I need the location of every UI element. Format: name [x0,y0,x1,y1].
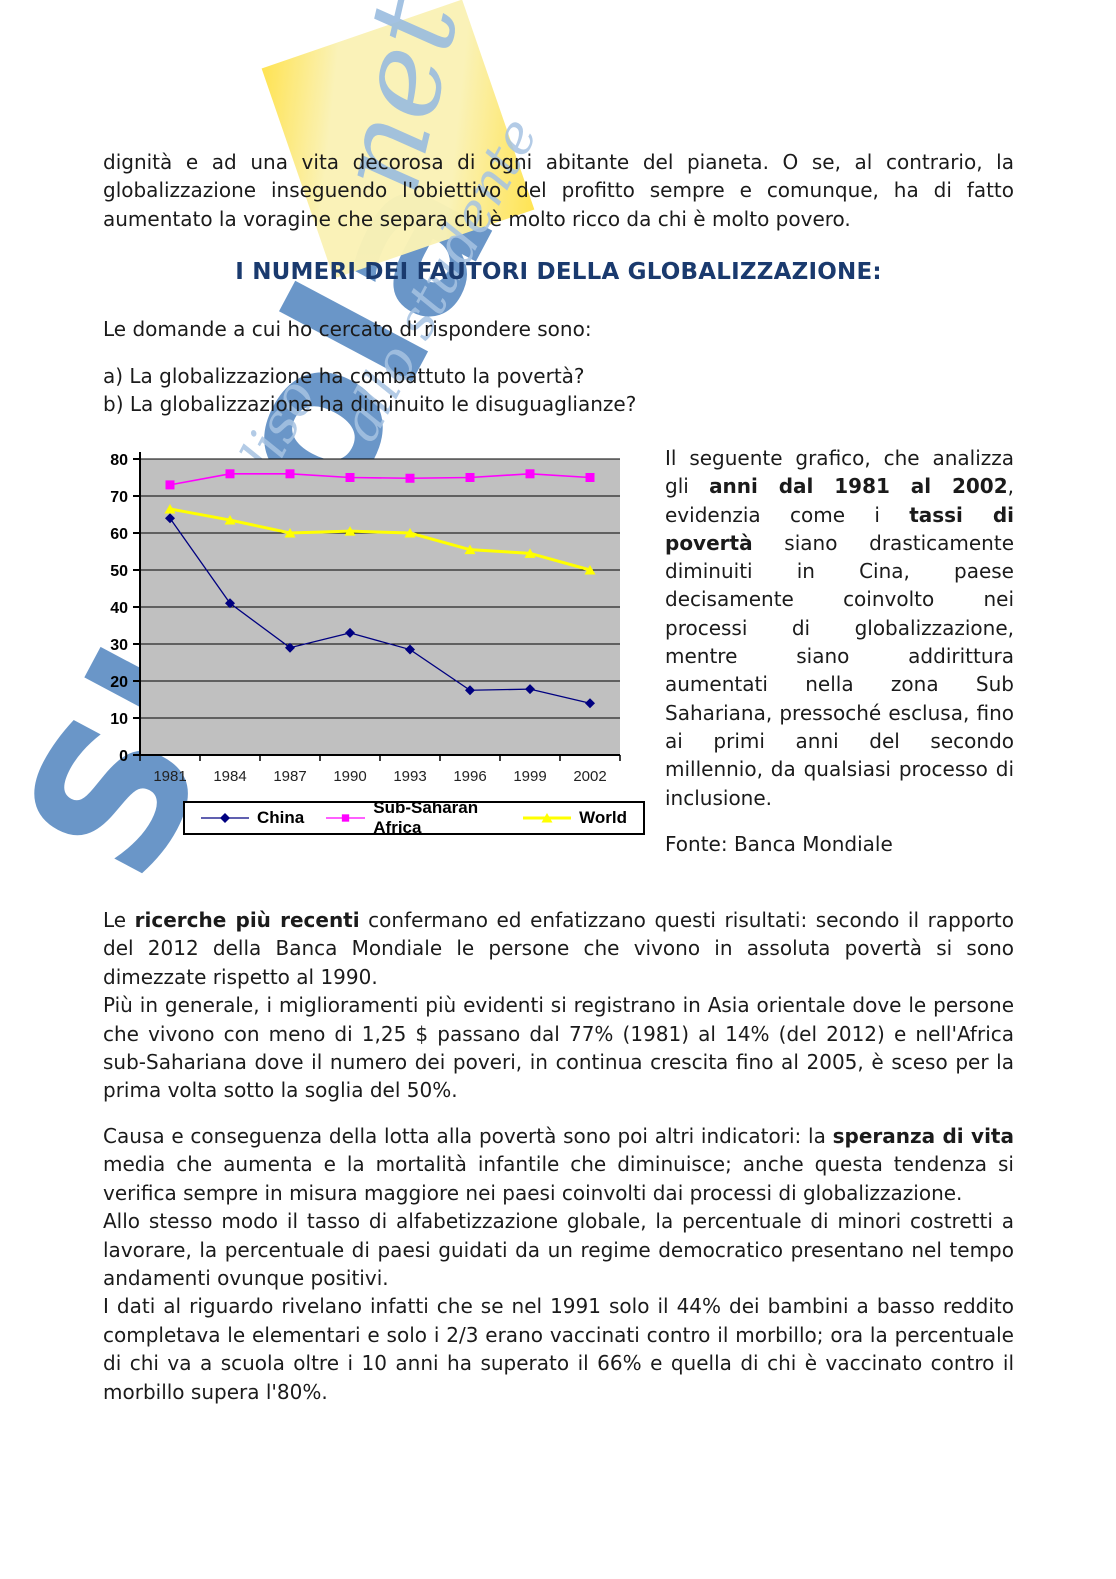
legend-item: China [201,808,304,828]
svg-text:80: 80 [110,452,128,469]
poverty-line-chart: 0 10 20 30 40 50 60 70 80 1981 1984 1987 1990 1993 199… [100,443,645,840]
svg-text:1990: 1990 [333,768,366,785]
paragraph-research: Le ricerche più recenti confermano ed en… [103,908,1015,1103]
svg-text:60: 60 [110,526,128,543]
svg-text:1981: 1981 [153,768,186,785]
legend-label: World [579,808,627,827]
legend-label: Sub-Saharan Africa [373,798,479,837]
svg-text:0: 0 [119,748,128,765]
chart-source: Fonte: Banca Mondiale [665,831,893,856]
chart-commentary: Il seguente grafico, che analizza gli an… [665,446,1014,810]
svg-text:2002: 2002 [573,768,606,785]
svg-text:10: 10 [110,711,128,728]
chart-side-column: Il seguente grafico, che analizza gli an… [665,444,1014,858]
svg-text:50: 50 [110,563,128,580]
questions-intro: Le domande a cui ho cercato di risponder… [103,317,592,341]
questions-list: a) La globalizzazione ha combattuto la p… [103,362,1014,419]
legend-item: Sub-Saharan Africa [326,798,501,838]
svg-text:20: 20 [110,674,128,691]
svg-text:70: 70 [110,489,128,506]
svg-text:1993: 1993 [393,768,426,785]
svg-text:1984: 1984 [213,768,246,785]
question-a: a) La globalizzazione ha combattuto la p… [103,364,585,388]
chart-plot-area: 0 10 20 30 40 50 60 70 80 1981 1984 1987 1990 1993 199… [100,443,645,795]
legend-item: World [523,808,627,828]
question-b: b) La globalizzazione ha diminuito le di… [103,392,637,417]
legend-label: China [257,808,305,827]
section-heading: I NUMERI DEI FAUTORI DELLA GLOBALIZZAZIO… [235,259,882,285]
paragraph-intro-poverty: dignità e ad una vita decorosa di ogni a… [103,150,1014,231]
svg-text:1999: 1999 [513,768,546,785]
svg-text:30: 30 [110,637,128,654]
svg-text:1996: 1996 [453,768,486,785]
chart-legend: China Sub-Saharan Africa World [183,798,645,838]
svg-text:40: 40 [110,600,128,617]
paragraph-indicators: Causa e conseguenza della lotta alla pov… [103,1124,1014,1404]
svg-text:1987: 1987 [273,768,306,785]
